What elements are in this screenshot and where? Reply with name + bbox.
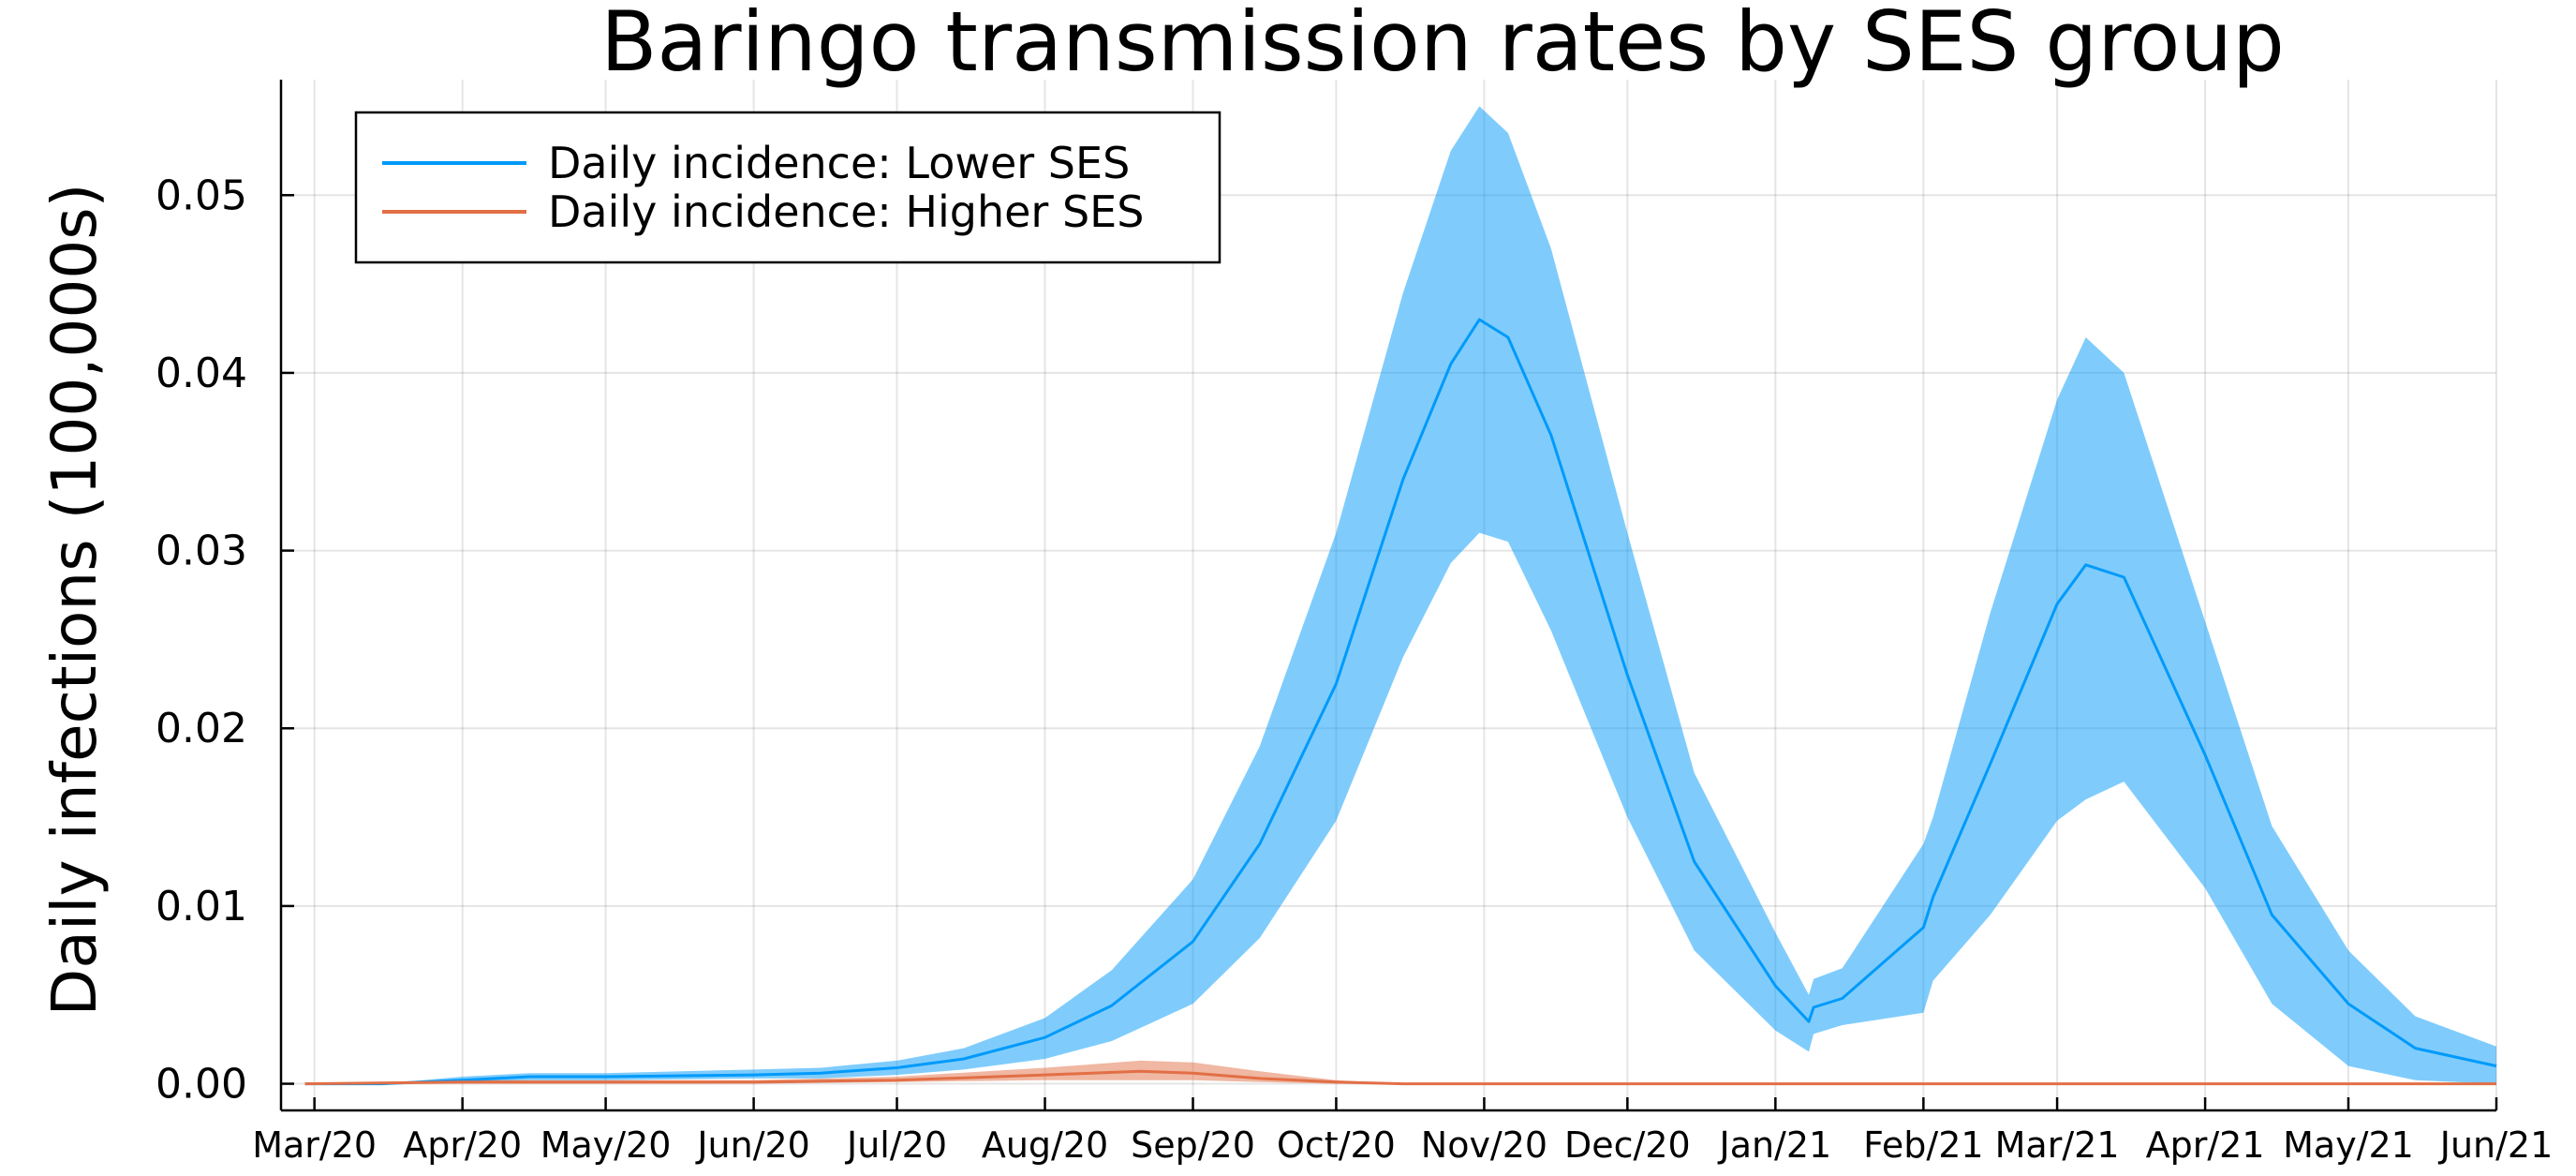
axes — [279, 80, 2498, 1112]
x-tick-label: May/21 — [2283, 1124, 2414, 1166]
x-tick-label: Oct/20 — [1277, 1124, 1396, 1166]
x-tick-label: Nov/20 — [1421, 1124, 1547, 1166]
x-tick-label: Feb/21 — [1863, 1124, 1983, 1166]
y-tick-label: 0.03 — [155, 528, 247, 575]
confidence-bands — [304, 106, 2496, 1084]
chart-title: Baringo transmission rates by SES group — [600, 0, 2285, 90]
y-tick-label: 0.01 — [155, 883, 247, 930]
x-tick-label: Jun/20 — [695, 1124, 810, 1166]
series-line-2 — [304, 1069, 2496, 1086]
x-tick-label: Aug/20 — [982, 1124, 1108, 1166]
x-tick-label: May/20 — [540, 1124, 672, 1166]
x-tick-label: Jan/21 — [1717, 1124, 1831, 1166]
series-lines — [304, 318, 2497, 1086]
series-line-1 — [304, 318, 2497, 1086]
x-tick-label: Sep/20 — [1131, 1124, 1255, 1166]
y-tick-label: 0.02 — [155, 705, 247, 752]
tick-labels: 0.00 0.01 0.02 0.03 0.04 0.05 Mar/20 Apr/20 May/… — [155, 171, 2553, 1166]
y-axis-label: Daily infections (100,000s) — [38, 184, 111, 1017]
x-tick-label: Apr/20 — [403, 1124, 522, 1166]
x-tick-label: Dec/20 — [1564, 1124, 1691, 1166]
x-tick-label: Apr/21 — [2146, 1124, 2265, 1166]
x-tick-label: Mar/21 — [1995, 1124, 2120, 1166]
y-tick-label: 0.00 — [155, 1061, 247, 1109]
y-tick-label: 0.04 — [155, 350, 247, 397]
y-tick-label: 0.05 — [155, 171, 247, 219]
x-tick-label: Mar/20 — [252, 1124, 377, 1166]
legend-box — [354, 111, 1221, 264]
x-tick-label: Jul/20 — [845, 1124, 947, 1166]
x-tick-label: Jun/21 — [2438, 1124, 2554, 1166]
legend-label-2: Daily incidence: Higher SES — [548, 186, 1144, 237]
series-band-1 — [304, 106, 2496, 1084]
series-band-2 — [304, 1060, 2496, 1084]
legend-label-1: Daily incidence: Lower SES — [548, 138, 1130, 188]
